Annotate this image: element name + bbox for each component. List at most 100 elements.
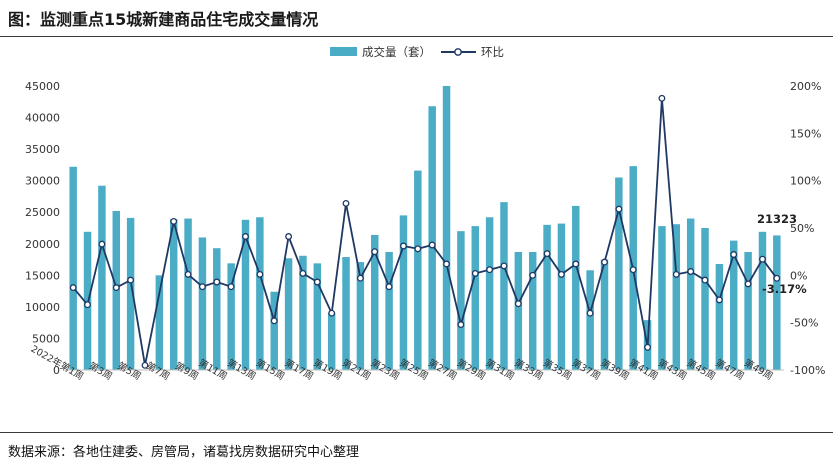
- line-point: [773, 274, 781, 282]
- line-point: [615, 205, 623, 213]
- line-point: [270, 317, 278, 325]
- left-tick-label: 35000: [25, 143, 60, 156]
- bar: [701, 228, 709, 370]
- line-point: [687, 268, 695, 275]
- line-point: [443, 260, 450, 268]
- x-tick-label: 第21周: [340, 357, 373, 383]
- x-tick-label: 第39周: [598, 357, 631, 383]
- x-tick-label: 第47周: [713, 357, 746, 383]
- line-point: [400, 242, 407, 250]
- bar: [758, 231, 767, 370]
- x-tick-label: 第17周: [283, 357, 316, 383]
- bar: [572, 205, 580, 370]
- bar: [227, 263, 235, 370]
- line-point: [730, 251, 738, 258]
- x-tick-label: 第45周: [685, 357, 718, 383]
- line-point: [586, 309, 594, 317]
- x-tick-label: 第29周: [455, 357, 488, 383]
- combo-chart: 成交量（套） 环比 0 5000 10000 15000 20000 25000 30000…: [25, 45, 825, 383]
- right-tick-label: 0%: [790, 269, 807, 282]
- right-tick-label: -100%: [790, 364, 825, 377]
- x-tick-label: 第43周: [656, 357, 689, 383]
- bar: [270, 291, 278, 370]
- line-point: [457, 321, 465, 329]
- line-point: [184, 270, 192, 278]
- bar: [528, 251, 537, 370]
- x-tick-label: 第31周: [484, 357, 517, 383]
- line-point: [514, 300, 522, 308]
- bar: [500, 202, 508, 370]
- right-tick-label: 200%: [790, 80, 821, 93]
- line-point: [428, 241, 436, 249]
- line-point: [127, 276, 135, 284]
- bar: [241, 219, 250, 370]
- line-point: [471, 269, 479, 277]
- x-tick-label: 第23周: [369, 357, 402, 383]
- left-tick-label: 20000: [25, 238, 60, 251]
- annotation-last-bar-value: 21323: [757, 212, 797, 226]
- bar: [69, 166, 77, 370]
- line-point: [601, 258, 608, 266]
- bar: [284, 258, 293, 370]
- x-tick-label: 第25周: [397, 357, 430, 383]
- bar-series: [69, 86, 781, 370]
- bar: [730, 240, 738, 370]
- bar: [155, 275, 164, 370]
- x-tick-label: 第15周: [254, 357, 287, 383]
- line-point: [414, 245, 422, 253]
- bar: [686, 218, 695, 370]
- line-point: [313, 278, 321, 286]
- line-point: [543, 250, 551, 258]
- left-tick-label: 30000: [25, 175, 60, 188]
- x-tick-label: 第35周: [541, 357, 574, 383]
- bar: [313, 263, 322, 370]
- x-tick-label: 第33周: [512, 357, 545, 383]
- line-point: [213, 278, 221, 286]
- line-point: [299, 269, 307, 277]
- line-point: [759, 255, 766, 263]
- bar: [715, 263, 724, 370]
- bar: [385, 251, 393, 370]
- line-point: [744, 280, 752, 288]
- line-point: [715, 296, 723, 304]
- right-tick-label: -50%: [790, 317, 818, 330]
- right-y-axis: -100% -50% 0% 50% 100% 150% 200%: [790, 80, 825, 377]
- bar: [615, 177, 623, 370]
- left-tick-label: 45000: [25, 80, 60, 93]
- x-tick-label: 第37周: [570, 357, 603, 383]
- bar: [600, 259, 609, 370]
- line-point: [529, 271, 537, 279]
- line-point: [198, 283, 206, 291]
- bar: [184, 218, 192, 370]
- left-tick-label: 25000: [25, 206, 60, 219]
- line-point: [658, 94, 666, 102]
- line-point: [486, 266, 494, 274]
- line-point: [285, 233, 293, 240]
- bar: [658, 226, 666, 370]
- line-point: [227, 283, 235, 291]
- line-point: [500, 262, 508, 270]
- legend-swatch-bar: [330, 47, 357, 56]
- bar: [744, 251, 752, 370]
- line-point: [328, 309, 336, 317]
- left-tick-label: 40000: [25, 112, 60, 125]
- bar: [557, 223, 566, 370]
- bar: [514, 251, 523, 370]
- legend-swatch-marker: [454, 48, 462, 56]
- bar: [356, 262, 365, 370]
- line-point: [141, 361, 149, 369]
- right-tick-label: 50%: [790, 222, 814, 235]
- bar: [342, 257, 350, 370]
- line-point: [629, 266, 637, 274]
- x-tick-label: 第13周: [225, 357, 258, 383]
- line-point: [557, 270, 565, 278]
- line-point: [242, 233, 249, 240]
- chart-title: 图：监测重点15城新建商品住宅成交量情况: [8, 10, 319, 29]
- line-point: [644, 343, 652, 351]
- footer-divider: [0, 432, 833, 433]
- annotation-last-line-value: -3.17%: [762, 282, 807, 296]
- x-tick-label: 第11周: [196, 357, 229, 383]
- bar: [442, 86, 451, 370]
- legend-label-volume: 成交量（套）: [362, 45, 431, 59]
- x-tick-label: 第49周: [742, 357, 775, 383]
